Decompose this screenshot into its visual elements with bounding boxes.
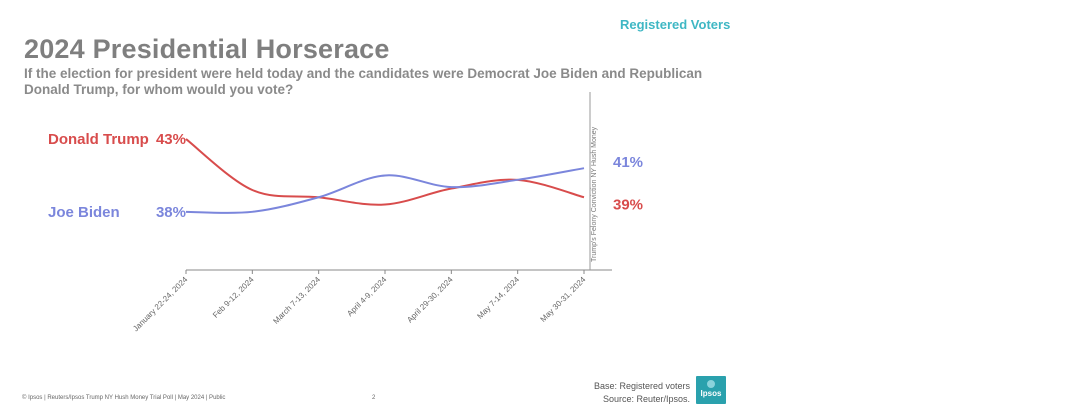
x-tick-label: Feb 9-12, 2024	[211, 275, 256, 320]
series-lines	[185, 138, 585, 214]
footer-copyright: © Ipsos | Reuters/Ipsos Trump NY Hush Mo…	[22, 395, 226, 401]
x-tick-label: May 30-31, 2024	[539, 275, 588, 324]
survey-question: If the election for president were held …	[24, 66, 703, 97]
x-tick-label: April 29-30, 2024	[405, 275, 455, 325]
series-name-label: Donald Trump	[48, 131, 149, 148]
page-number: 2	[372, 395, 376, 401]
ipsos-logo: Ipsos	[696, 376, 726, 404]
conviction-annotation: Trump's Felony Conviction NY Hush Money	[589, 92, 598, 270]
logo-mark-icon	[707, 380, 715, 388]
base-source-note: Base: Registered voters Source: Reuter/I…	[560, 380, 690, 406]
series-line-donald-trump	[185, 138, 585, 206]
page-title: 2024 Presidential Horserace	[24, 34, 390, 64]
series-start-value: 38%	[156, 204, 186, 221]
x-tick-label: May 7-14, 2024	[475, 275, 521, 321]
logo-text: Ipsos	[700, 389, 722, 398]
registered-voters-badge: Registered Voters	[620, 17, 731, 32]
annotation-text: Trump's Felony Conviction NY Hush Money	[591, 126, 598, 262]
series-labels: Donald Trump 43% 39% Joe Biden 38% 41%	[48, 131, 643, 221]
series-name-label: Joe Biden	[48, 204, 120, 221]
x-tick-label: April 4-9, 2024	[345, 275, 389, 319]
series-line-joe-biden	[185, 167, 585, 214]
x-tick-label: March 7-13, 2024	[271, 275, 322, 326]
x-tick-label: January 22-24, 2024	[131, 275, 190, 334]
series-start-value: 43%	[156, 131, 186, 148]
series-end-value: 39%	[613, 196, 643, 213]
series-end-value: 41%	[613, 154, 643, 171]
source-text: Source: Reuter/Ipsos.	[602, 394, 690, 404]
base-text: Base: Registered voters	[593, 381, 690, 391]
x-axis: January 22-24, 2024 Feb 9-12, 2024 March 7…	[131, 269, 612, 334]
